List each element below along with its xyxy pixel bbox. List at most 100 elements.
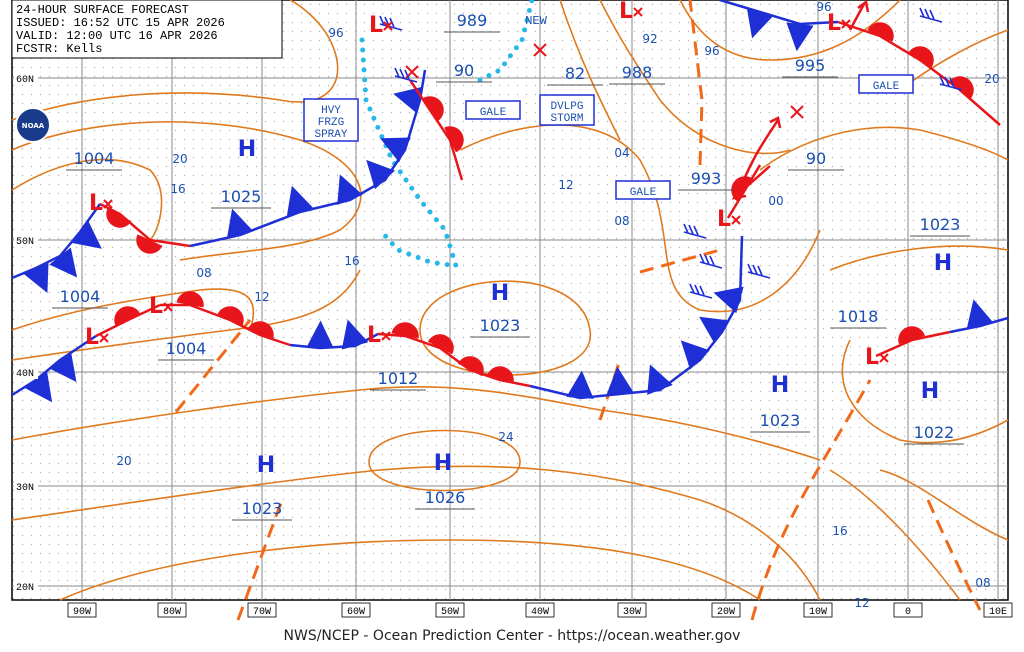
isobar [599,0,791,155]
high-pressure: 1025 [221,187,262,206]
low-symbol: L [85,325,99,350]
high-pressure: 1023 [242,499,283,518]
isobar [829,469,961,601]
isobar [59,539,761,601]
header-line: ISSUED: 16:52 UTC 15 APR 2026 [16,16,225,30]
warning-text: SPRAY [314,129,347,141]
warning-box [303,98,359,142]
isobar [559,0,621,141]
isobar-label: 20 [116,454,131,468]
header-line: VALID: 12:00 UTC 16 APR 2026 [16,29,218,43]
latitude-label: 40N [16,369,34,380]
lon-label-bg [803,602,833,618]
high-symbol: H [238,137,256,162]
pressure-label: 1018 [838,307,879,326]
warm-front [99,202,191,254]
map-layer: H 1025 H 1023 H 1026 H 1023 H 1023 H 1023 H 1022 L L L L L… [11,0,1013,644]
low-symbol: L [367,323,381,348]
lon-label-bg [157,602,187,618]
lon-label-bg [341,602,371,618]
pressure-label: 1004 [74,149,115,168]
lon-label-bg [711,602,741,618]
isobar-label: 16 [344,254,359,268]
pressure-label: 90 [454,61,474,80]
track-arrow [848,0,870,31]
isobar [759,126,1009,171]
warm-front [875,326,951,358]
cold-front [189,69,427,248]
pressure-label: 90 [806,149,826,168]
isobar [679,0,901,61]
high-symbol: H [934,251,952,276]
longitude-label: 10W [809,607,827,618]
longitude-label: 0 [905,607,911,618]
low-symbol: L [865,345,879,370]
low-center [731,215,741,225]
low-symbol: L [717,207,731,232]
warning-text: GALE [630,187,657,199]
pressure-label: 995 [795,56,826,75]
latitude-label: 60N [16,75,34,86]
cold-front [719,0,839,52]
low-symbol: L [369,13,383,38]
high-symbol: H [921,379,939,404]
longitude-label: 90W [73,607,91,618]
longitude-label: 50W [441,607,459,618]
lat-label-bg [14,579,38,593]
longitude-label: 70W [253,607,271,618]
low-center [99,333,109,343]
low-center [879,353,889,363]
isobar-label: 12 [558,178,573,192]
longitude-label: 40W [531,607,549,618]
high-pressure: 1023 [760,411,801,430]
warning-box [858,74,914,94]
warning-text: STORM [550,113,583,125]
lat-label-bg [14,233,38,247]
wind-barb [394,67,418,83]
high-symbol: H [771,373,789,398]
warm-front [95,303,161,338]
header-line: 24-HOUR SURFACE FORECAST [16,3,189,17]
wind-barb [747,263,771,279]
warning-text: GALE [873,81,900,93]
footer: NWS/NCEP - Ocean Prediction Center - htt… [284,628,741,644]
ice-edge [477,0,535,83]
high-pressure: 1023 [920,215,961,234]
low-symbol: L [149,294,163,319]
isobar-label: 12 [254,290,269,304]
isobar [841,339,1009,444]
low-center [381,331,391,341]
low-symbol: L [619,0,633,24]
longitude-label: 10E [989,607,1007,618]
isobar-label: 08 [975,576,990,590]
logo [15,107,51,143]
isobar-label: 96 [704,44,719,58]
isobar [11,385,821,461]
trough [926,499,982,611]
longitude-label: 80W [163,607,181,618]
pressure-label: 988 [622,63,653,82]
latitude-label: 20N [16,583,34,594]
lat-label-bg [14,365,38,379]
isobar-label: 04 [614,146,629,160]
latitude-label: 30N [16,483,34,494]
header-line: FCSTR: Kells [16,42,102,56]
warm-front [377,322,531,388]
warning-text: DVLPG [550,101,583,113]
isobar-label: 12 [854,596,869,610]
warning-box [539,94,595,126]
pressure-label: 1012 [378,369,419,388]
wind-barb [939,75,963,91]
isobar [368,429,521,492]
low-symbol: L [827,11,841,36]
cold-front [11,334,97,403]
isobar-label: 08 [196,266,211,280]
isobar-label: 20 [984,72,999,86]
high-symbol: H [491,281,509,306]
warm-front [726,164,762,219]
trough [750,379,872,621]
wind-barb [919,7,943,23]
logo-text: NOAA [22,122,45,130]
wind-barb [699,253,723,269]
